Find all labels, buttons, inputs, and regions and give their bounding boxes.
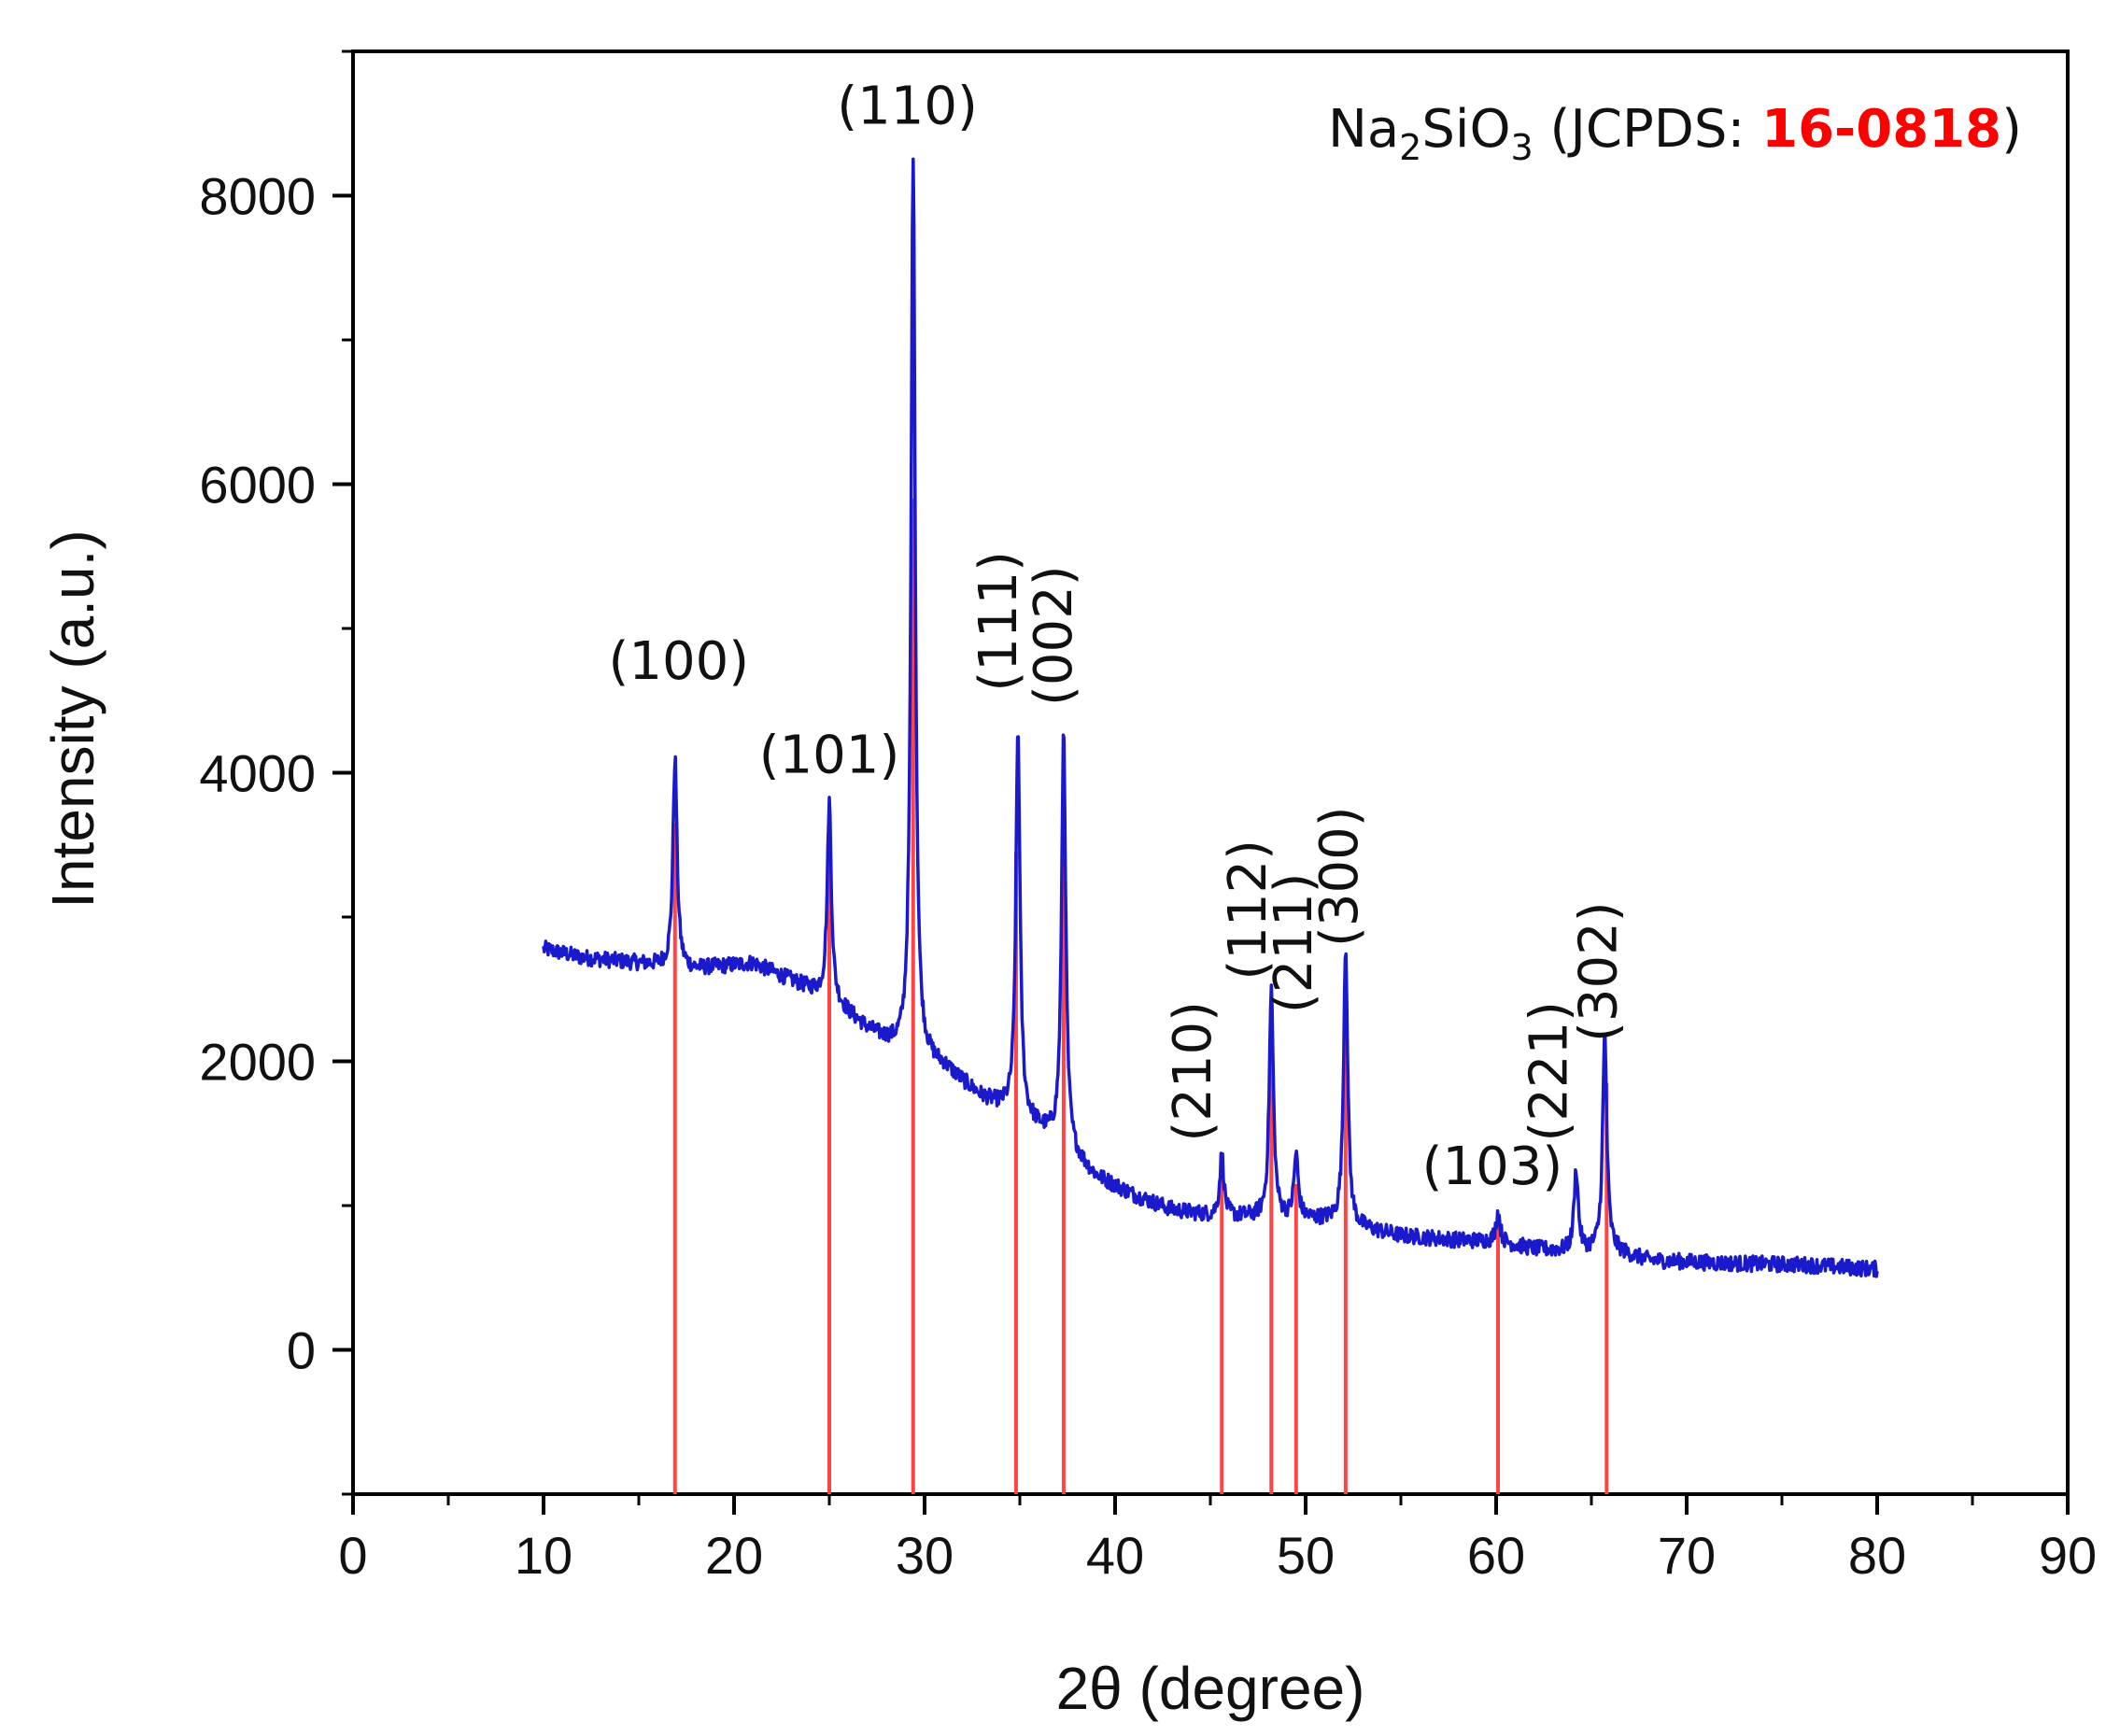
y-tick-label-2000: 2000 [199,1033,316,1092]
legend-formula-sio: SiO [1421,99,1510,160]
plot-frame [351,49,2070,1496]
x-axis-title: 2θ (degree) [1056,1655,1365,1722]
peak-label-101: (101) [759,726,900,786]
legend-formula-na: Na [1328,99,1399,160]
peak-label-111: (111) [968,551,1029,692]
peak-label-103: (103) [1422,1136,1563,1197]
legend-ref-suffix: ) [2001,99,2022,160]
x-axis: 0 10 20 30 40 50 60 70 80 90 [338,1494,2097,1585]
x-tick-label-90: 90 [2039,1526,2097,1585]
x-tick-label-50: 50 [1277,1526,1335,1585]
legend: Na2SiO3 (JCPDS: 16-0818) [1328,99,2022,168]
x-tick-label-70: 70 [1658,1526,1716,1585]
y-tick-label-8000: 8000 [199,167,316,226]
peak-label-300: (300) [1309,806,1370,947]
legend-formula-sub-3: 3 [1511,127,1533,168]
legend-ref-code: 16-0818 [1761,99,2001,160]
peak-label-110: (110) [837,76,978,136]
xrd-pattern-line [542,157,1879,1278]
reference-lines [672,498,1609,1494]
y-axis-title: Intensity (a.u.) [39,529,106,909]
x-tick-label-40: 40 [1086,1526,1144,1585]
x-tick-label-10: 10 [515,1526,572,1585]
peak-label-221: (221) [1519,1001,1580,1142]
peak-label-002: (002) [1024,565,1084,706]
legend-ref-prefix: (JCPDS: [1533,99,1761,160]
peak-label-211: (211) [1264,873,1324,1014]
peak-labels: (100)(101) (110) (111)(002) (210) (112)(211)… [609,76,1630,1197]
peak-label-112: (112) [1218,840,1279,981]
y-tick-label-6000: 6000 [199,456,316,515]
x-tick-label-60: 60 [1467,1526,1525,1585]
peak-label-100: (100) [609,631,750,692]
x-tick-label-30: 30 [896,1526,954,1585]
y-tick-label-0: 0 [287,1321,316,1380]
legend-formula-sub-2: 2 [1399,127,1421,168]
y-axis: 0 2000 4000 6000 8000 [199,49,353,1496]
x-tick-label-20: 20 [705,1526,763,1585]
peak-label-210: (210) [1163,1001,1223,1142]
peak-label-302: (302) [1569,901,1630,1042]
y-tick-label-4000: 4000 [199,744,316,803]
x-tick-label-0: 0 [338,1526,367,1585]
x-tick-label-80: 80 [1848,1526,1906,1585]
